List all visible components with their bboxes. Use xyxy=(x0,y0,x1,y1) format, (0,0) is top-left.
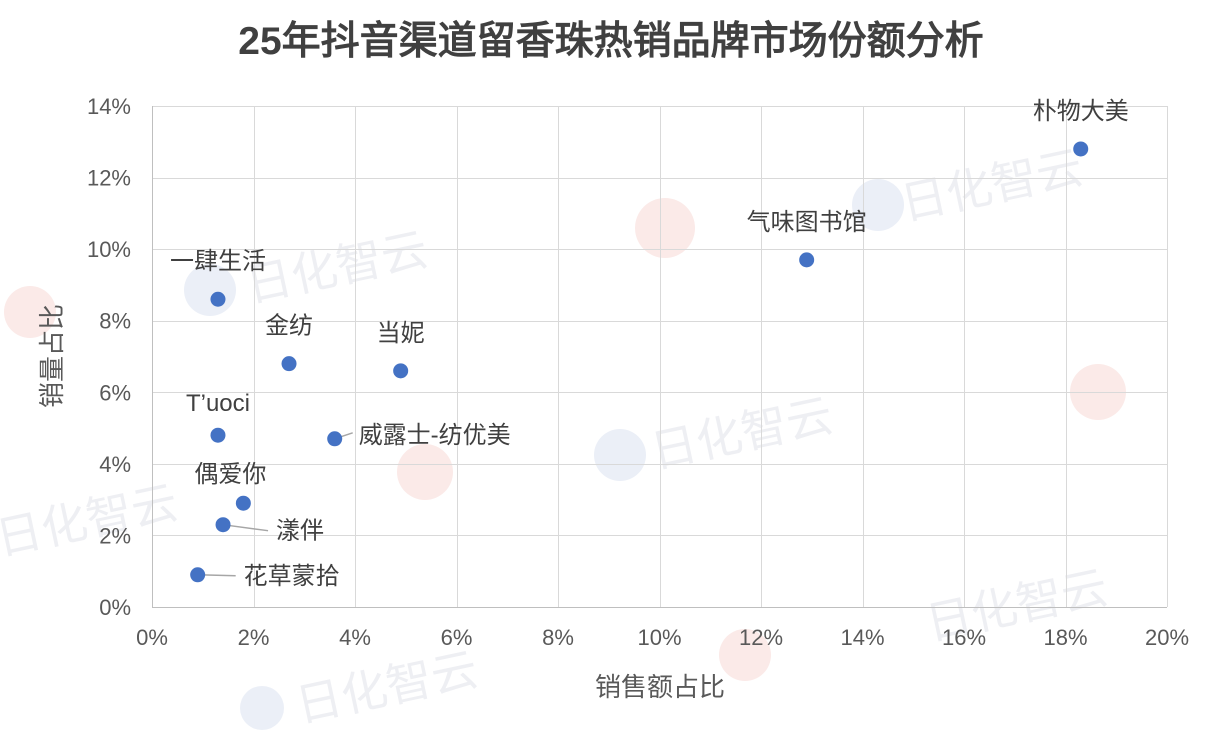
tick-labels: 0% 2% 4% 6% 8% 10% 12% 14% 16% 18% 20% 0% 2% 4% 6% 8% 10… xyxy=(87,94,1189,650)
watermark-logo-icon xyxy=(594,429,646,481)
y-tick-label: 8% xyxy=(99,309,131,334)
data-label: 金纺 xyxy=(265,313,313,340)
x-tick-label: 14% xyxy=(840,625,884,650)
watermark-logo-icon xyxy=(397,444,453,500)
watermark-text: 日化智云 xyxy=(646,388,837,479)
data-point xyxy=(1073,141,1089,157)
data-label: 威露士-纺优美 xyxy=(359,422,511,449)
watermark-logo-icon xyxy=(635,198,695,258)
data-label: 一肆生活 xyxy=(170,248,266,275)
x-axis-title: 销售额占比 xyxy=(595,672,725,702)
watermark-logo-icon xyxy=(852,179,904,231)
gridlines xyxy=(152,106,1168,607)
x-tick-label: 0% xyxy=(136,625,168,650)
watermark-text: 日化智云 xyxy=(241,222,432,313)
data-points xyxy=(190,141,1089,583)
axes xyxy=(152,106,1167,608)
x-tick-label: 12% xyxy=(739,625,783,650)
y-axis-title: 销量占比 xyxy=(37,304,67,408)
y-tick-label: 10% xyxy=(87,237,131,262)
data-label: 气味图书馆 xyxy=(747,209,867,236)
x-tick-label: 6% xyxy=(441,625,473,650)
data-point xyxy=(210,291,226,307)
y-tick-label: 0% xyxy=(99,595,131,620)
data-point xyxy=(235,495,251,511)
y-tick-label: 4% xyxy=(99,452,131,477)
data-label: 花草蒙拾 xyxy=(244,563,340,590)
data-label: 漾伴 xyxy=(276,518,324,545)
x-tick-label: 10% xyxy=(637,625,681,650)
x-tick-label: 2% xyxy=(238,625,270,650)
data-point xyxy=(327,431,343,447)
data-point xyxy=(281,356,297,372)
leader-lines xyxy=(197,432,353,577)
y-tick-label: 6% xyxy=(99,380,131,405)
watermark-text: 日化智云 xyxy=(0,475,182,566)
data-label: 偶爱你 xyxy=(194,461,266,488)
leader-line xyxy=(222,523,269,532)
x-tick-label: 4% xyxy=(339,625,371,650)
y-tick-label: 2% xyxy=(99,523,131,548)
watermark-logo-icon xyxy=(719,629,771,681)
y-tick-label: 12% xyxy=(87,166,131,191)
data-point xyxy=(210,427,226,443)
x-tick-label: 18% xyxy=(1043,625,1087,650)
data-point xyxy=(215,517,231,533)
y-tick-label: 14% xyxy=(87,94,131,119)
data-label: 当妮 xyxy=(377,320,425,347)
data-point xyxy=(190,567,206,583)
data-point xyxy=(799,252,815,268)
watermark-logo-icon xyxy=(4,286,56,338)
data-label: T’uoci xyxy=(186,390,250,417)
data-point xyxy=(393,363,409,379)
watermark-logo-icon xyxy=(240,686,284,730)
chart-title: 25年抖音渠道留香珠热销品牌市场份额分析 xyxy=(238,20,983,63)
x-tick-label: 16% xyxy=(942,625,986,650)
watermark-text: 日化智云 xyxy=(896,140,1087,231)
x-tick-label: 20% xyxy=(1145,625,1189,650)
data-label: 朴物大美 xyxy=(1033,98,1129,125)
watermark-text: 日化智云 xyxy=(291,642,482,733)
x-tick-label: 8% xyxy=(542,625,574,650)
